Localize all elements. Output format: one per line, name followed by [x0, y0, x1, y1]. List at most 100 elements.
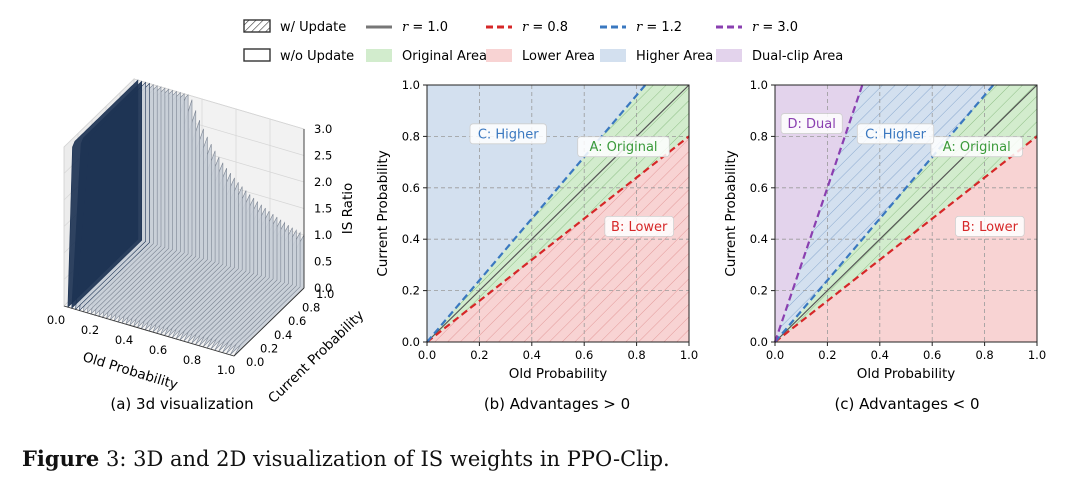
legend: w/ Update r = 1.0 r = 0.8 r = 1.2 r = 3.0 w/o… — [243, 19, 843, 64]
region-label-box — [780, 113, 843, 134]
x-axis-label: Old Probability — [857, 366, 956, 382]
region-label-text: A: Original — [943, 140, 1011, 155]
legend-swatch — [716, 49, 742, 62]
line-10 — [426, 84, 690, 343]
axes-frame — [426, 84, 690, 343]
y-tick-label: 0.0 — [246, 355, 264, 369]
legend-swatch — [243, 19, 271, 33]
legend-item-lower: Lower Area — [486, 49, 595, 64]
region-label-text: C: Higher — [478, 127, 539, 142]
y-tick-label: 0.2 — [402, 284, 420, 298]
x-tick-label: 1.0 — [680, 348, 698, 362]
region-label-box — [577, 136, 670, 158]
region-label-box — [604, 215, 675, 237]
region-label-text: C: Higher — [865, 127, 926, 142]
ratio-lines — [426, 84, 690, 343]
region-label-higher: C: Higher — [856, 123, 935, 145]
region-label-orig: A: Original — [577, 136, 670, 158]
legend-item-orig: Original Area — [366, 49, 487, 64]
y-tick-label: 0.6 — [750, 181, 768, 195]
z-tick-label: 2.0 — [314, 175, 332, 189]
legend-label: w/o Update — [280, 49, 354, 64]
y-axis-label: Current Probability — [265, 307, 367, 406]
region-label-lower: B: Lower — [955, 215, 1025, 237]
line-12 — [774, 84, 995, 343]
z-tick-label: 1.0 — [314, 228, 332, 242]
legend-label: r = 1.0 — [402, 20, 448, 35]
x-tick-label: 0.0 — [47, 313, 65, 327]
legend-item-w_update: w/ Update — [243, 19, 346, 35]
pane-grid — [133, 78, 305, 130]
x-tick-label: 0.2 — [81, 323, 99, 337]
legend-item-r30: r = 3.0 — [716, 20, 798, 35]
x-tick-label: 0.4 — [871, 348, 889, 362]
y-axis-label: Current Probability — [375, 150, 391, 276]
x-axis — [63, 305, 235, 357]
x-tick-label: 0.4 — [115, 333, 133, 347]
y-tick-label: 0.4 — [402, 232, 420, 246]
region-label-text: B: Lower — [962, 220, 1019, 235]
x-tick-label: 0.8 — [183, 353, 201, 367]
y-tick-label: 0.4 — [274, 328, 292, 342]
z-tick-label: 3.0 — [314, 122, 332, 136]
z-tick-label: 0.5 — [314, 255, 332, 269]
region-label-text: B: Lower — [611, 220, 668, 235]
caption-text: : 3D and 2D visualization of IS weights … — [119, 447, 670, 471]
region-label-text: D: Dual — [788, 117, 836, 132]
panel-advantages-positive: 0.0 0.2 0.4 0.6 0.8 1.0 0.0 0.2 0.4 0.6 0.8 1.0 Old … — [375, 78, 698, 382]
legend-swatch — [366, 49, 392, 62]
axes-frame — [774, 84, 1038, 343]
region-label-lower: B: Lower — [604, 215, 675, 237]
line-08 — [774, 135, 1038, 343]
legend-item-r10: r = 1.0 — [366, 20, 448, 35]
legend-item-r12: r = 1.2 — [600, 20, 682, 35]
region-label-box — [955, 215, 1025, 237]
y-tick-label: 0.2 — [750, 284, 768, 298]
y-tick-label: 0.6 — [288, 314, 306, 328]
panel-caption-c: (c) Advantages < 0 — [834, 395, 979, 413]
y-tick-label: 0.6 — [402, 181, 420, 195]
x-tick-label: 0.6 — [575, 348, 593, 362]
ratio-lines — [773, 84, 1038, 343]
region-label-text: A: Original — [589, 140, 657, 155]
x-tick-label: 0.6 — [149, 343, 167, 357]
x-axis-label: Old Probability — [509, 366, 608, 382]
line-12 — [426, 84, 647, 343]
region-label-orig: A: Original — [930, 136, 1023, 158]
x-tick-label: 0.6 — [923, 348, 941, 362]
legend-label: Lower Area — [522, 49, 595, 64]
z-tick-label: 1.5 — [314, 202, 332, 216]
line-08 — [426, 135, 690, 343]
x-tick-label: 0.0 — [766, 348, 784, 362]
x-tick-label: 0.0 — [418, 348, 436, 362]
x-tick-label: 0.8 — [975, 348, 993, 362]
legend-item-dual: Dual-clip Area — [716, 49, 843, 64]
figure-caption: Figure 3: 3D and 2D visualization of IS … — [22, 446, 670, 471]
y-tick-label: 1.0 — [750, 78, 768, 92]
y-tick-label: 0.8 — [402, 129, 420, 143]
z-tick-label: 2.5 — [314, 149, 332, 163]
panel-caption-a: (a) 3d visualization — [110, 395, 253, 413]
y-tick-label: 0.0 — [402, 335, 420, 349]
legend-label: r = 3.0 — [752, 20, 798, 35]
legend-label: Original Area — [402, 49, 487, 64]
x-tick-label: 0.2 — [470, 348, 488, 362]
legend-label: Higher Area — [636, 49, 713, 64]
caption-prefix: Figure — [22, 446, 100, 471]
region-label-box — [930, 136, 1023, 158]
y-tick-label: 0.0 — [750, 335, 768, 349]
axes-3d — [63, 129, 305, 357]
x-tick-label: 1.0 — [217, 363, 235, 377]
x-tick-label: 0.4 — [523, 348, 541, 362]
pane-grid — [63, 78, 135, 148]
z-tick-label: 0.0 — [314, 281, 332, 295]
caption-number: 3 — [105, 447, 120, 471]
legend-swatch — [243, 48, 271, 62]
z-axis-label: IS Ratio — [340, 183, 356, 235]
panel-advantages-negative: 0.0 0.2 0.4 0.6 0.8 1.0 0.0 0.2 0.4 0.6 0.8 1.0 Old … — [723, 78, 1046, 382]
panel-caption-b: (b) Advantages > 0 — [484, 395, 630, 413]
x-tick-label: 0.8 — [627, 348, 645, 362]
line-30 — [773, 84, 864, 343]
y-tick-label: 0.8 — [302, 301, 320, 315]
